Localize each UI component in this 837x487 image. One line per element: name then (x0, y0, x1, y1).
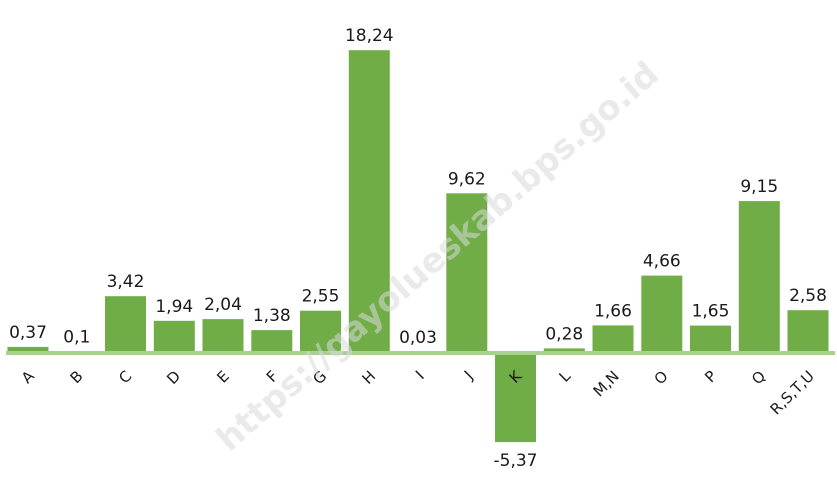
value-label: 0,37 (9, 323, 47, 343)
value-label: 2,04 (204, 295, 242, 315)
category-label: Q (748, 367, 769, 388)
value-label: 1,65 (692, 302, 730, 322)
value-label: 9,15 (740, 177, 778, 197)
watermark-text: https://gayolueskab.bps.go.id (209, 54, 667, 459)
value-label: 2,58 (789, 286, 827, 306)
category-label: P (701, 367, 720, 386)
value-label: 9,62 (448, 169, 486, 189)
bar-k (495, 353, 536, 443)
value-label: -5,37 (494, 451, 538, 471)
bar-c (105, 296, 146, 353)
value-label: 2,55 (302, 287, 340, 307)
bar-g (300, 310, 341, 353)
bar-m-n (592, 325, 634, 353)
bar-l (543, 348, 585, 353)
category-label: C (115, 367, 135, 387)
category-label: B (67, 367, 87, 387)
category-label: J (460, 367, 477, 384)
bar-d (153, 320, 195, 353)
value-label: 18,24 (345, 26, 394, 46)
category-label: O (651, 367, 672, 388)
value-label: 0,28 (545, 324, 583, 344)
category-label: I (412, 367, 428, 383)
value-label: 1,66 (594, 301, 632, 321)
bar-f (251, 330, 293, 353)
value-label: 4,66 (643, 252, 681, 272)
category-label: M,N (590, 367, 623, 400)
value-label: 0,1 (63, 327, 90, 347)
bar-e (202, 319, 244, 353)
value-label: 0,03 (399, 328, 437, 348)
category-label: R,S,T,U (767, 367, 818, 418)
value-labels-layer: 0,37 0,1 3,42 1,94 2,04 1,38 2,55 18,24 0,03 9,62… (9, 26, 827, 471)
value-label: 3,42 (107, 272, 145, 292)
category-label: A (18, 367, 39, 388)
bar-r-s-t-u (787, 310, 829, 353)
category-label: E (213, 367, 232, 386)
bar-j (446, 193, 488, 353)
category-label: H (358, 367, 379, 388)
bar-q (738, 201, 780, 353)
category-label: D (163, 367, 184, 388)
category-label: L (555, 367, 574, 386)
bar-p (690, 325, 731, 353)
value-label: 1,94 (155, 297, 193, 317)
bar-a (7, 346, 49, 353)
category-labels-layer: A B C D E F G H I J K L M,N O P QR,S,T,U (18, 366, 818, 418)
bars-layer (7, 50, 829, 443)
bar-o (641, 275, 683, 353)
value-label: 1,38 (253, 306, 291, 326)
bar-h (348, 50, 390, 353)
